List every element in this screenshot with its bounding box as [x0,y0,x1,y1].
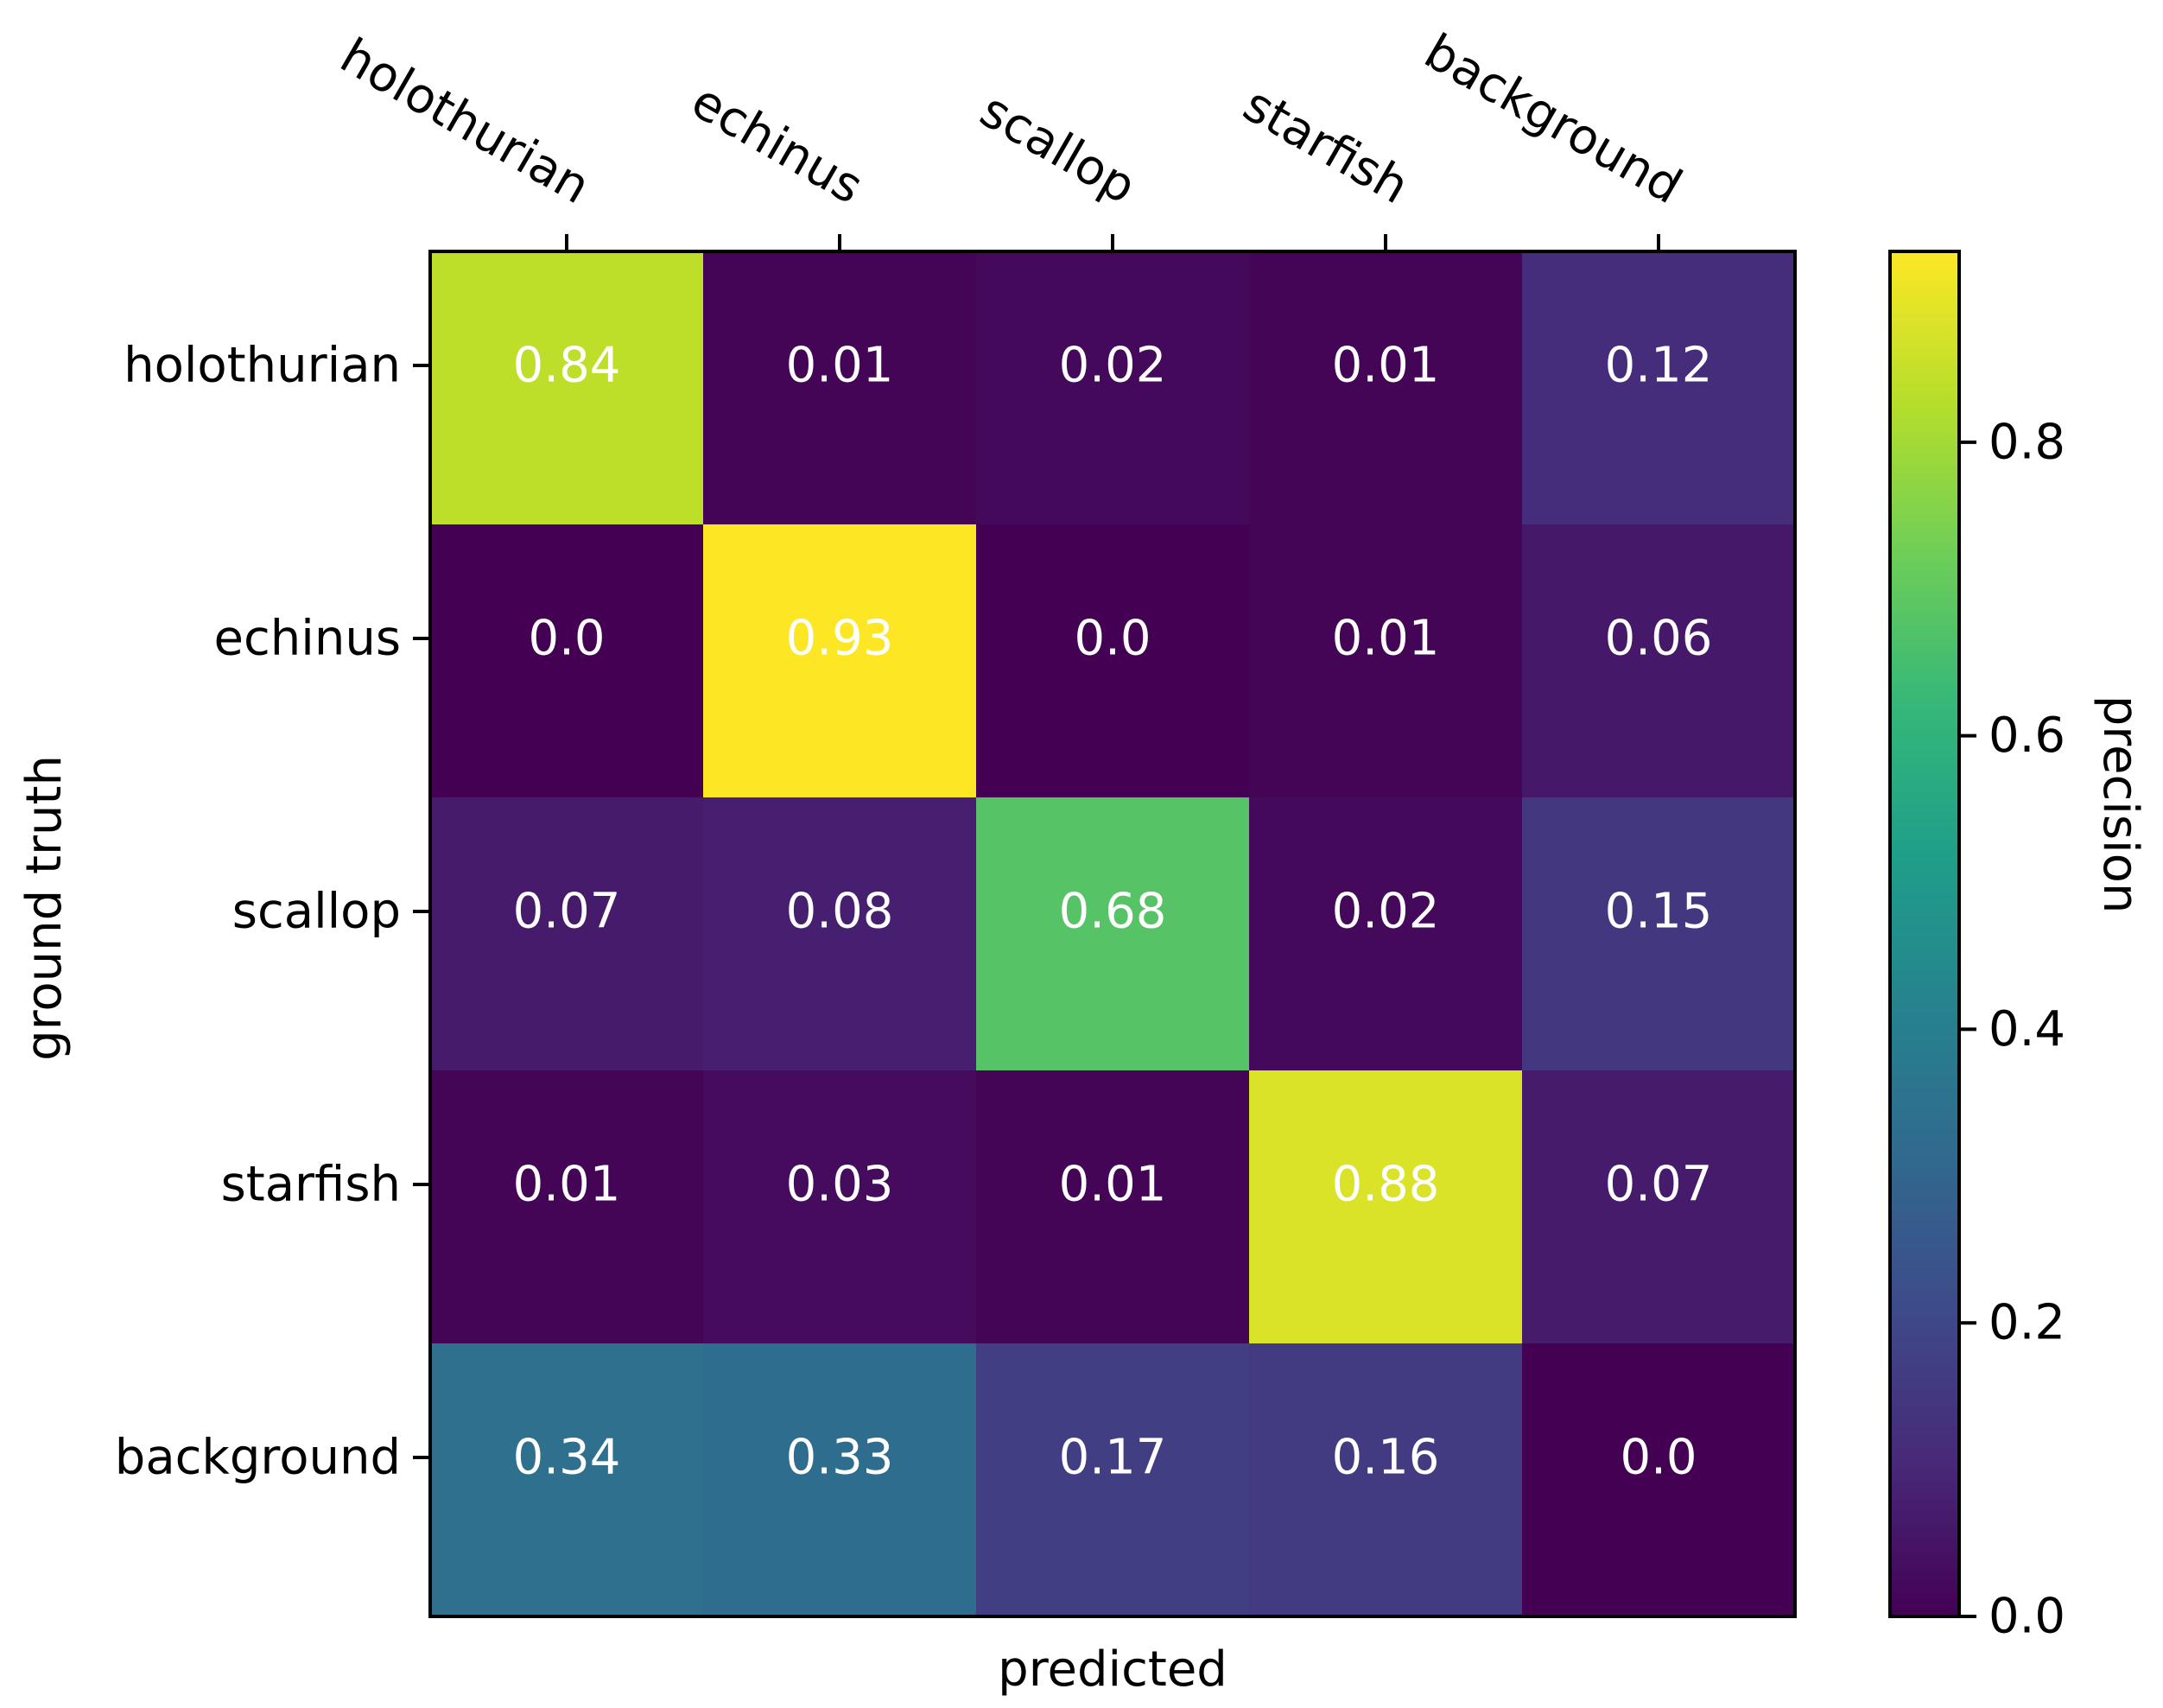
cell-value-label: 0.07 [513,884,621,940]
heatmap-cell [703,797,976,1070]
colorbar-tick-label: 0.8 [1989,414,2065,470]
x-tick-label: background [1415,23,1690,215]
cell-value-label: 0.16 [1332,1430,1440,1486]
heatmap-cell [703,524,976,797]
cell-value-label: 0.01 [1059,1157,1167,1213]
cell-value-label: 0.01 [786,338,894,394]
x-tick-label: starfish [1234,77,1418,216]
heatmap-cell [1522,797,1795,1070]
heatmap-cell [1249,797,1522,1070]
y-tick-label: starfish [221,1157,401,1213]
cell-value-label: 0.17 [1059,1430,1167,1486]
heatmap-cell [976,797,1249,1070]
cell-value-label: 0.08 [786,884,894,940]
colorbar-tick-label: 0.2 [1989,1295,2065,1351]
cell-value-label: 0.01 [1332,338,1440,394]
heatmap-cell [1249,1070,1522,1343]
y-tick-label: echinus [214,611,401,667]
heatmap-cell [1249,251,1522,524]
heatmap-cell [430,797,703,1070]
heatmap-cell [1522,1070,1795,1343]
y-tick-label: background [115,1430,401,1486]
cell-value-label: 0.33 [786,1430,894,1486]
cell-value-label: 0.06 [1605,611,1713,667]
x-tick-label: scallop [971,82,1145,215]
cell-value-label: 0.0 [528,611,605,667]
cell-value-label: 0.93 [786,611,894,667]
cell-value-label: 0.84 [513,338,621,394]
colorbar-tick-label: 0.0 [1989,1589,2065,1645]
cell-value-label: 0.03 [786,1157,894,1213]
cell-value-label: 0.01 [1332,611,1440,667]
heatmap-cell [430,1343,703,1616]
x-tick-label: echinus [682,73,872,216]
cell-value-label: 0.02 [1332,884,1440,940]
x-axis-ticks: holothurian echinus scallop starfishbackgro… [331,23,1691,251]
y-axis-label: ground truth [16,755,73,1061]
cell-value-label: 0.68 [1059,884,1167,940]
colorbar-tick-label: 0.4 [1989,1001,2065,1057]
colorbar [1888,250,1961,1618]
colorbar-ticks: 0.0 0.2 0.4 0.6 0.8 [1959,414,2065,1645]
heatmap-cell [1522,1343,1795,1616]
heatmap-cell [430,1070,703,1343]
heatmap-cell [1249,1343,1522,1616]
cell-value-label: 0.15 [1605,884,1713,940]
heatmap-cell [976,524,1249,797]
cell-value-label: 0.07 [1605,1157,1713,1213]
cell-value-labels: 0.84 0.01 0.02 0.01 0.12 0.0 0.93 0.0 0.01 0.06 0.… [513,338,1713,1486]
cell-value-label: 0.34 [513,1430,621,1486]
heatmap-cell [1522,251,1795,524]
cell-value-label: 0.12 [1605,338,1713,394]
heatmap-cell [430,524,703,797]
cell-value-label: 0.02 [1059,338,1167,394]
heatmap-cell [976,1343,1249,1616]
cell-value-label: 0.0 [1620,1430,1697,1486]
y-tick-label: scallop [232,884,401,940]
cell-value-label: 0.01 [513,1157,621,1213]
heatmap-cell [1522,524,1795,797]
cell-value-label: 0.0 [1074,611,1151,667]
cell-value-label: 0.88 [1332,1157,1440,1213]
heatmap-cell [703,1343,976,1616]
heatmap-cell [976,251,1249,524]
x-axis-label: predicted [998,1641,1227,1698]
colorbar-tick-label: 0.6 [1989,708,2065,764]
y-tick-label: holothurian [124,338,401,394]
heatmap-cell [430,251,703,524]
heatmap-cell [703,251,976,524]
heatmap-cells [430,251,1795,1616]
heatmap-cell [976,1070,1249,1343]
heatmap-cell [1249,524,1522,797]
colorbar-label: precision [2092,695,2148,914]
heatmap-cell [703,1070,976,1343]
y-axis-ticks: holothurian echinus scallop starfish backgro… [115,338,430,1486]
x-tick-label: holothurian [331,28,599,215]
